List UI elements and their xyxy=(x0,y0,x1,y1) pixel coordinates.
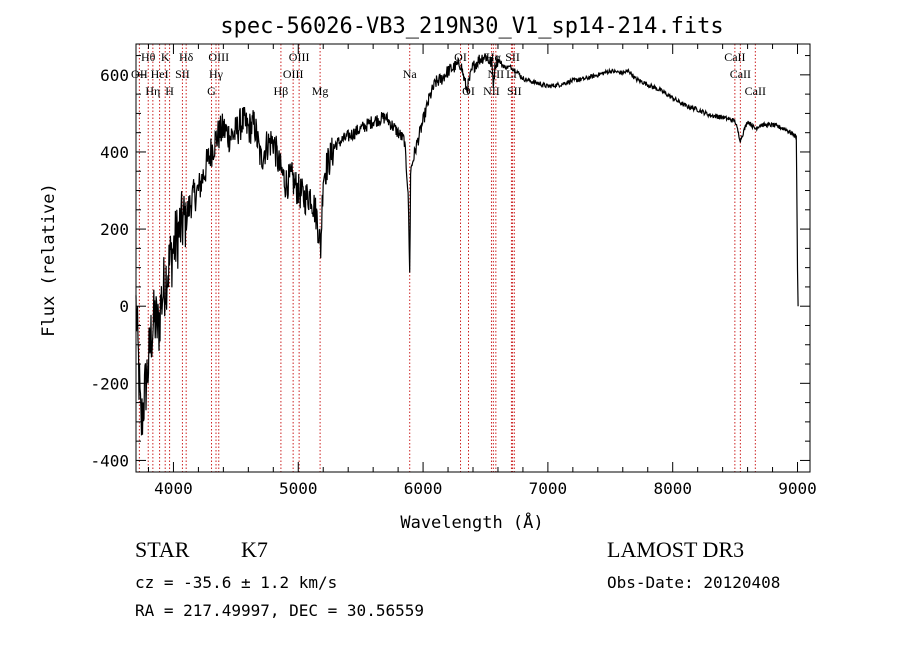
line-label-li: Li xyxy=(506,67,517,81)
y-tick-label-200: 200 xyxy=(100,220,129,239)
line-label-sii: SII xyxy=(505,50,520,64)
x-tick-label-5000: 5000 xyxy=(279,479,318,498)
survey-name: LAMOST DR3 xyxy=(607,537,745,562)
line-label-caii: CaII xyxy=(745,84,766,98)
line-label-g: G xyxy=(207,84,216,98)
x-tick-label-9000: 9000 xyxy=(778,479,817,498)
x-tick-label-8000: 8000 xyxy=(653,479,692,498)
ra-dec-coordinates: RA = 217.49997, DEC = 30.56559 xyxy=(135,601,424,620)
y-axis-label: Flux (relative) xyxy=(39,183,59,337)
line-label-nii: NII xyxy=(483,84,500,98)
line-label-mg: Mg xyxy=(312,84,329,98)
spectral-line-markers xyxy=(138,44,756,472)
redshift-velocity: cz = -35.6 ± 1.2 km/s xyxy=(135,573,338,592)
line-label-hη: Hη xyxy=(145,84,160,98)
line-label-oii: OII xyxy=(131,67,148,81)
spectral-line-labels: Hθ OII Hη K HeI H Hδ SII OIII Hγ G Hβ OIII OIII Mg Na OI… xyxy=(131,50,766,98)
line-label-hγ: Hγ xyxy=(209,67,224,81)
x-axis-label: Wavelength (Å) xyxy=(400,511,543,533)
y-tick-label-0: 0 xyxy=(119,297,129,316)
line-label-oiii: OIII xyxy=(289,50,310,64)
y-axis-ticks: -400 -200 0 200 400 600 xyxy=(90,55,810,470)
line-label-hθ: Hθ xyxy=(141,50,156,64)
line-label-caii: CaII xyxy=(730,67,751,81)
line-label-oiii: OIII xyxy=(283,67,304,81)
x-axis-ticks: 4000 5000 6000 7000 8000 9000 xyxy=(147,44,817,498)
y-tick-label-400: 400 xyxy=(100,143,129,162)
line-label-oiii: OIII xyxy=(208,50,229,64)
plot-frame xyxy=(135,43,811,473)
object-class: STAR xyxy=(135,537,190,562)
line-label-sii: SII xyxy=(175,67,190,81)
line-label-sii: SII xyxy=(507,84,522,98)
line-label-hei: HeI xyxy=(151,67,169,81)
line-label-hα: Hα xyxy=(486,50,502,64)
line-label-na: Na xyxy=(403,67,418,81)
line-label-hβ: Hβ xyxy=(274,84,289,98)
line-label-caii: CaII xyxy=(724,50,745,64)
observation-date: Obs-Date: 20120408 xyxy=(607,573,781,592)
spectrum-line xyxy=(135,53,799,436)
object-subclass: K7 xyxy=(241,537,268,562)
chart-title: spec-56026-VB3_219N30_V1_sp14-214.fits xyxy=(220,14,723,39)
line-label-hδ: Hδ xyxy=(179,50,194,64)
y-tick-label--400: -400 xyxy=(90,451,129,470)
x-tick-label-7000: 7000 xyxy=(529,479,568,498)
line-label-oi: OI xyxy=(462,84,475,98)
line-label-h: H xyxy=(165,84,174,98)
line-label-k: K xyxy=(161,50,170,64)
line-label-nii: NII xyxy=(488,67,505,81)
y-tick-label-600: 600 xyxy=(100,66,129,85)
x-tick-label-4000: 4000 xyxy=(154,479,193,498)
x-tick-label-6000: 6000 xyxy=(404,479,443,498)
y-tick-label--200: -200 xyxy=(90,374,129,393)
line-label-oi: OI xyxy=(454,50,467,64)
